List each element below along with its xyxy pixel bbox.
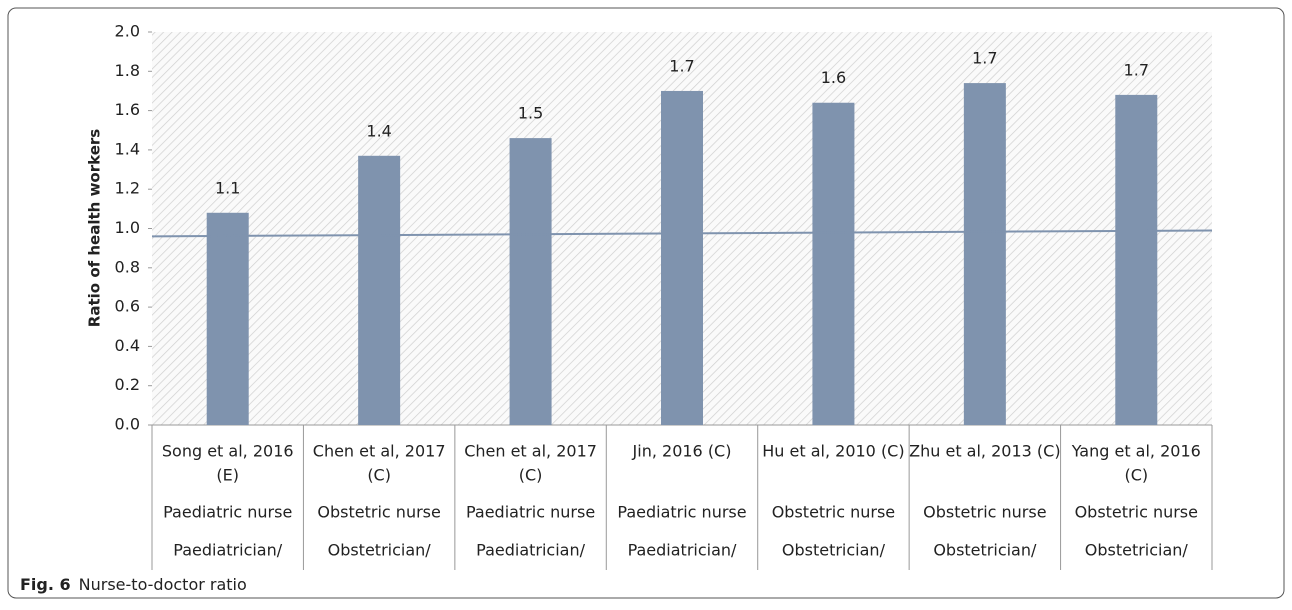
y-axis-label: Ratio of health workers	[86, 129, 104, 327]
x-tick-label: (C)	[367, 466, 391, 485]
bar	[812, 102, 855, 426]
y-tick-label: 2.0	[115, 22, 140, 41]
y-tick-label: 1.8	[115, 61, 140, 80]
value-label: 1.7	[972, 49, 997, 68]
x-tick-label: Obstetric nurse	[317, 503, 440, 522]
caption: Fig. 6 Nurse-to-doctor ratio	[20, 575, 247, 594]
x-tick-label: Obstetric nurse	[772, 503, 895, 522]
y-tick-label: 0.4	[115, 336, 140, 355]
frame	[7, 7, 1285, 599]
x-tick-label: Paediatric nurse	[617, 503, 746, 522]
x-tick-label: Hu et al, 2010 (C)	[762, 442, 904, 461]
bar	[661, 90, 703, 425]
x-tick-label: Paediatric nurse	[466, 503, 595, 522]
x-tick-label: Yang et al, 2016	[1071, 442, 1201, 461]
bar	[1115, 94, 1158, 425]
x-tick-label: Chen et al, 2017	[313, 442, 446, 461]
bar	[358, 155, 401, 426]
x-tick-label: Chen et al, 2017	[464, 442, 597, 461]
x-tick-label: Jin, 2016 (C)	[632, 442, 732, 461]
y-tick-label: 0.8	[115, 257, 140, 276]
bar	[509, 138, 552, 426]
caption-text: Nurse-to-doctor ratio	[79, 575, 247, 594]
x-tick-label: Obstetrician/	[1085, 541, 1189, 560]
x-tick-label: Song et al, 2016	[162, 442, 294, 461]
y-tick-label: 1.2	[115, 179, 140, 198]
x-tick-label: Paediatrician/	[476, 541, 585, 560]
value-label: 1.4	[366, 121, 391, 140]
x-tick-label: (C)	[519, 466, 543, 485]
x-tick-label: Obstetrician/	[782, 541, 886, 560]
x-tick-label: Zhu et al, 2013 (C)	[909, 442, 1060, 461]
y-tick-label: 0.0	[115, 415, 140, 434]
bar	[963, 83, 1006, 425]
value-label: 1.6	[821, 68, 846, 87]
y-tick-label: 0.6	[115, 297, 140, 316]
y-tick-label: 1.0	[115, 218, 140, 237]
x-tick-label: Obstetric nurse	[923, 503, 1046, 522]
reference-line	[151, 229, 1213, 238]
x-tick-label: Paediatrician/	[173, 541, 282, 560]
x-tick-label: (C)	[1124, 466, 1148, 485]
value-label: 1.1	[215, 178, 240, 197]
x-tick-label: Paediatrician/	[628, 541, 737, 560]
x-tick-label: Paediatric nurse	[163, 503, 292, 522]
y-tick-label: 1.6	[115, 100, 140, 119]
value-label: 1.5	[518, 104, 543, 123]
y-tick-label: 1.4	[115, 139, 140, 158]
y-tick-label: 0.2	[115, 375, 140, 394]
x-tick-label: Obstetric nurse	[1075, 503, 1198, 522]
x-tick-label: Obstetrician/	[328, 541, 432, 560]
value-label: 1.7	[1124, 60, 1149, 79]
x-tick-label: Obstetrician/	[933, 541, 1037, 560]
value-label: 1.7	[669, 56, 694, 75]
x-tick-label: (E)	[216, 466, 239, 485]
caption-label: Fig. 6	[20, 575, 71, 594]
bar	[206, 212, 249, 425]
